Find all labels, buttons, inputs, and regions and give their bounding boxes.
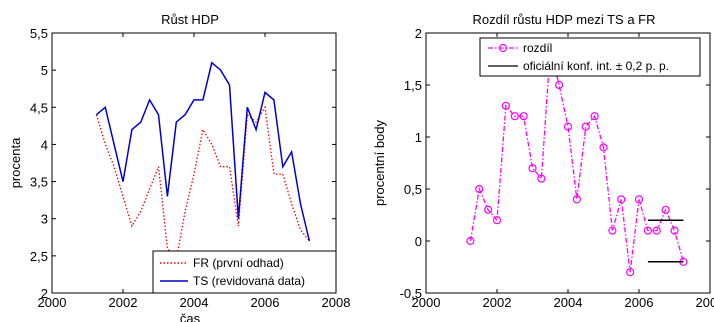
x-tick-label: 2006 xyxy=(251,295,280,310)
y-tick-label: 4,5 xyxy=(30,100,48,115)
legend: FR (první odhad) TS (revidovaná data) xyxy=(152,250,337,294)
x-tick-label: 2008 xyxy=(322,295,351,310)
y-axis-label: procentní body xyxy=(372,120,387,207)
x-tick-label: 2000 xyxy=(412,295,441,310)
data-point xyxy=(510,112,519,121)
data-point xyxy=(599,143,608,152)
y-tick-label: 2 xyxy=(415,26,422,41)
y-tick-label: 1 xyxy=(415,130,422,145)
legend-label-ci: oficiální konf. int. ± 0,2 p. p. xyxy=(523,59,669,73)
series-line-1 xyxy=(95,61,311,242)
x-tick-label: 2002 xyxy=(109,295,138,310)
data-point xyxy=(581,122,590,131)
legend-label-rozdil: rozdíl xyxy=(523,41,552,55)
y-tick-label: 0,5 xyxy=(404,182,422,197)
data-point xyxy=(501,101,510,110)
y-tick-label: 2,5 xyxy=(30,249,48,264)
chart-title: Rozdíl růstu HDP mezi TS a FR xyxy=(472,12,655,27)
x-tick-label: 2004 xyxy=(180,295,209,310)
legend-marker-rozdil xyxy=(498,43,508,53)
data-point xyxy=(537,174,546,183)
y-tick-label: 3,5 xyxy=(30,175,48,190)
data-point xyxy=(484,205,493,214)
gdp-difference-chart: Rozdíl růstu HDP mezi TS a FR 2000 2002 20… xyxy=(372,12,714,310)
x-tick-label: 2006 xyxy=(625,295,654,310)
y-tick-label: 3 xyxy=(41,212,48,227)
x-tick-label: 2004 xyxy=(554,295,583,310)
y-tick-label: 2 xyxy=(41,286,48,301)
legend: rozdíl oficiální konf. int. ± 0,2 p. p. xyxy=(479,37,701,77)
data-point xyxy=(492,216,502,225)
x-tick-label: 2000 xyxy=(38,295,67,310)
data-point xyxy=(466,236,475,246)
x-tick-label: 2002 xyxy=(483,295,512,310)
data-point xyxy=(626,268,635,277)
data-point xyxy=(670,226,679,235)
series-line-0 xyxy=(95,105,310,262)
legend-box xyxy=(479,37,701,77)
data-point xyxy=(608,226,617,235)
y-tick-label: 0 xyxy=(415,234,422,249)
data-point xyxy=(634,195,644,204)
data-point xyxy=(528,164,537,173)
chart-title: Růst HDP xyxy=(161,12,219,27)
legend-box xyxy=(152,250,337,294)
x-tick-label: 2008 xyxy=(696,295,714,310)
y-axis-label: procenta xyxy=(8,137,23,188)
y-tick-label: 4 xyxy=(41,137,48,152)
data-point xyxy=(643,226,652,235)
series-line-0 xyxy=(469,48,685,273)
data-point xyxy=(617,195,626,204)
data-point xyxy=(661,205,670,214)
legend-label-fr: FR (první odhad) xyxy=(193,256,284,270)
data-point xyxy=(563,122,573,131)
y-tick-label: -0,5 xyxy=(400,286,422,301)
legend-label-ts: TS (revidovaná data) xyxy=(193,274,305,288)
data-point xyxy=(572,195,581,204)
data-point xyxy=(652,226,661,235)
y-tick-label: 5,5 xyxy=(30,26,48,41)
x-axis-label: čas xyxy=(180,311,201,322)
data-point xyxy=(475,184,484,194)
data-point xyxy=(590,112,599,121)
gdp-growth-chart: Růst HDP 2000 2002 2004 2006 2008 2 2,5 3 3,5 4 4… xyxy=(8,12,350,322)
data-point xyxy=(555,80,564,90)
y-tick-label: 1,5 xyxy=(404,78,422,93)
data-point xyxy=(519,112,528,121)
y-tick-label: 5 xyxy=(41,63,48,78)
